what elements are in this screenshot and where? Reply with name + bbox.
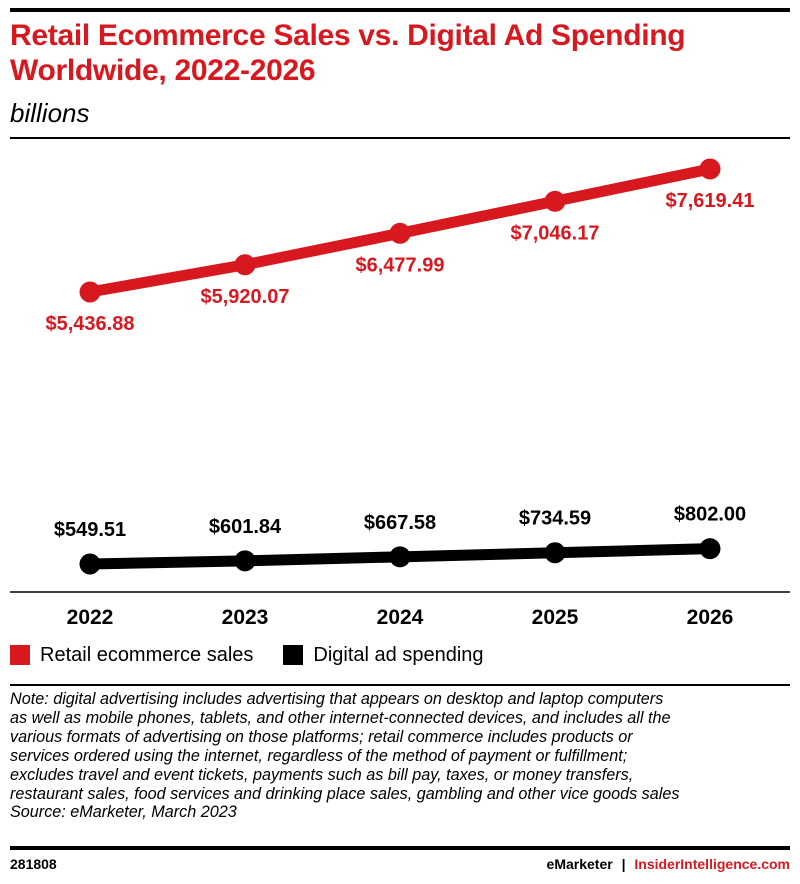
legend-swatch-retail bbox=[10, 645, 30, 665]
note-line: various formats of advertising on those … bbox=[10, 727, 633, 746]
legend-label-digital: Digital ad spending bbox=[313, 643, 484, 666]
x-tick-label-2024: 2024 bbox=[377, 606, 424, 629]
data-label-digital-2022: $549.51 bbox=[54, 519, 126, 541]
header-divider bbox=[10, 137, 790, 139]
data-point-retail-2023 bbox=[234, 254, 256, 276]
brand-separator: | bbox=[621, 856, 626, 872]
brand-insider-intelligence[interactable]: InsiderIntelligence.com bbox=[634, 856, 790, 872]
chart-title: Retail Ecommerce Sales vs. Digital Ad Sp… bbox=[10, 18, 790, 88]
source-line: Source: eMarketer, March 2023 bbox=[10, 803, 237, 822]
data-label-retail-2025: $7,046.17 bbox=[511, 222, 600, 244]
data-point-digital-2025 bbox=[544, 542, 566, 564]
note-line: services ordered using the internet, reg… bbox=[10, 746, 628, 765]
footer-branding: eMarketer | InsiderIntelligence.com bbox=[547, 855, 790, 873]
data-label-digital-2026: $802.00 bbox=[674, 504, 746, 526]
legend-swatch-digital bbox=[283, 645, 304, 665]
chart-id: 281808 bbox=[10, 856, 57, 872]
x-tick-label-2023: 2023 bbox=[222, 606, 269, 629]
data-point-retail-2025 bbox=[544, 190, 566, 212]
footer-rule bbox=[10, 846, 790, 850]
x-tick-label-2026: 2026 bbox=[687, 606, 734, 629]
legend-item-retail: Retail ecommerce sales bbox=[10, 644, 253, 667]
data-point-digital-2023 bbox=[234, 550, 256, 572]
footnote: Note: digital advertising includes adver… bbox=[10, 690, 800, 822]
note-line: as well as mobile phones, tablets, and o… bbox=[10, 708, 671, 727]
data-point-retail-2026 bbox=[699, 158, 721, 180]
x-tick-label-2025: 2025 bbox=[532, 606, 579, 629]
legend: Retail ecommerce sales Digital ad spendi… bbox=[10, 641, 514, 669]
data-label-retail-2024: $6,477.99 bbox=[356, 254, 445, 276]
data-point-digital-2026 bbox=[699, 538, 721, 560]
data-label-digital-2023: $601.84 bbox=[209, 516, 282, 538]
note-line: Note: digital advertising includes adver… bbox=[10, 690, 664, 708]
legend-divider bbox=[10, 684, 790, 686]
line-chart: 2022 2023 2024 2025 2026 $5,436.88 $5,920.07 $6… bbox=[10, 158, 790, 629]
data-point-retail-2024 bbox=[389, 222, 411, 244]
title-line-2: Worldwide, 2022-2026 bbox=[10, 54, 316, 87]
data-label-digital-2024: $667.58 bbox=[364, 512, 436, 534]
data-point-digital-2022 bbox=[79, 553, 101, 575]
legend-label-retail: Retail ecommerce sales bbox=[40, 643, 254, 666]
brand-emarketer[interactable]: eMarketer bbox=[546, 856, 613, 872]
data-label-digital-2025: $734.59 bbox=[519, 508, 591, 530]
data-point-digital-2024 bbox=[389, 546, 411, 568]
note-line: restaurant sales, food services and drin… bbox=[10, 784, 680, 803]
data-label-retail-2026: $7,619.41 bbox=[666, 190, 755, 212]
chart-subtitle: billions bbox=[10, 98, 90, 128]
top-rule bbox=[10, 8, 790, 12]
data-label-retail-2022: $5,436.88 bbox=[46, 313, 135, 335]
x-tick-label-2022: 2022 bbox=[67, 606, 114, 629]
legend-item-digital: Digital ad spending bbox=[283, 643, 484, 667]
data-label-retail-2023: $5,920.07 bbox=[201, 286, 290, 308]
data-point-retail-2022 bbox=[79, 281, 101, 303]
title-line-1: Retail Ecommerce Sales vs. Digital Ad Sp… bbox=[10, 19, 686, 52]
note-line: excludes travel and event tickets, payme… bbox=[10, 765, 634, 784]
